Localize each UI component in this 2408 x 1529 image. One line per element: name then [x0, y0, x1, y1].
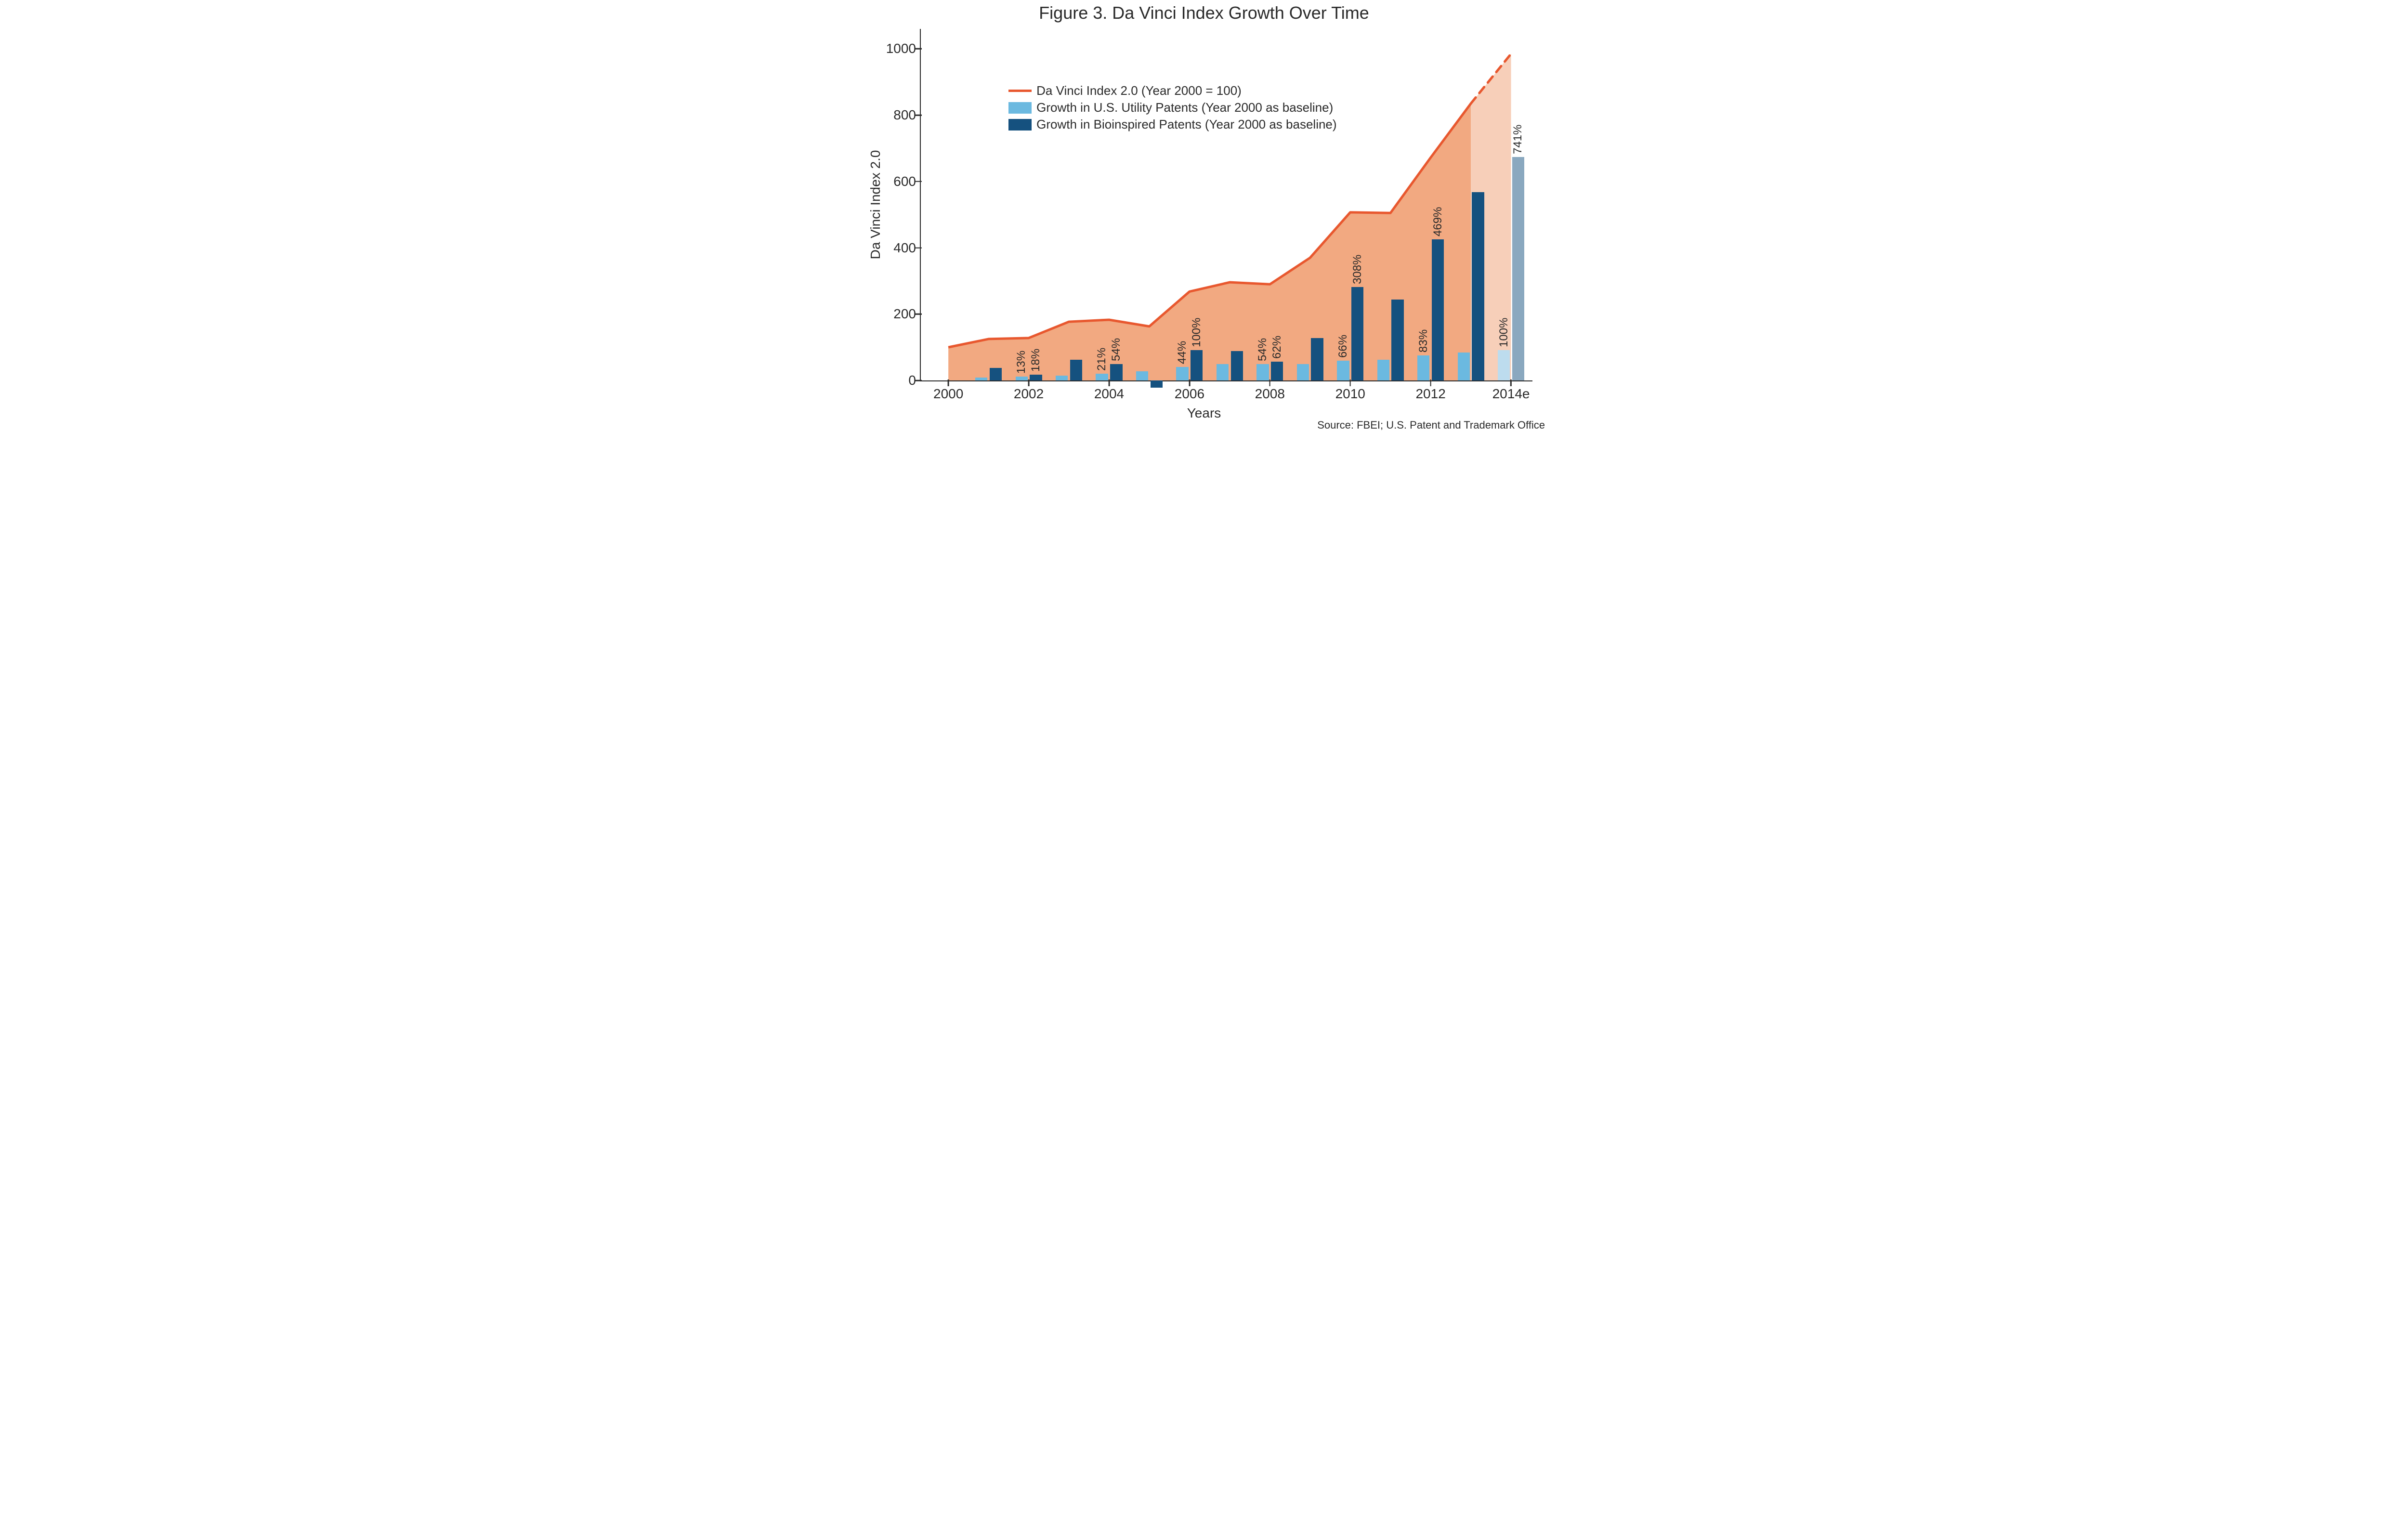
bar-value-label: 62%: [1270, 336, 1284, 359]
legend: Da Vinci Index 2.0 (Year 2000 = 100) Grow…: [1008, 83, 1336, 134]
bar-bioinspired: [1472, 192, 1484, 380]
bar-value-label: 13%: [1015, 351, 1028, 374]
bar-utility: [1256, 364, 1269, 380]
bar-value-label: 469%: [1431, 207, 1445, 236]
y-tick-label: 600: [893, 174, 921, 189]
bar-bioinspired: [1110, 364, 1122, 380]
bar-utility: [1337, 361, 1349, 380]
bar-value-label: 83%: [1417, 329, 1430, 353]
bar-utility: [1458, 353, 1470, 380]
x-tick-label: 2000: [933, 380, 963, 402]
bar-utility: [1297, 364, 1309, 380]
bar-value-label: 21%: [1095, 348, 1109, 371]
y-tick-label: 400: [893, 240, 921, 256]
bar-bioinspired: [1311, 338, 1323, 380]
plot-area: 0200400600800100020002002200420062008201…: [920, 29, 1532, 381]
bar-bioinspired: [1231, 351, 1243, 380]
x-tick-label: 2004: [1094, 380, 1124, 402]
x-tick-label: 2006: [1175, 380, 1204, 402]
chart-title: Figure 3. Da Vinci Index Growth Over Tim…: [857, 3, 1551, 23]
bar-utility: [1217, 364, 1229, 380]
legend-item: Growth in U.S. Utility Patents (Year 200…: [1008, 100, 1336, 115]
bar-bioinspired: [1151, 380, 1163, 388]
x-tick-label: 2002: [1014, 380, 1044, 402]
legend-swatch: [1008, 90, 1032, 92]
legend-label: Growth in Bioinspired Patents (Year 2000…: [1036, 117, 1336, 132]
legend-swatch: [1008, 119, 1032, 131]
source-note: Source: FBEI; U.S. Patent and Trademark …: [1317, 419, 1545, 431]
x-tick-label: 2014e: [1492, 380, 1530, 402]
bar-value-label: 54%: [1256, 338, 1269, 361]
legend-label: Da Vinci Index 2.0 (Year 2000 = 100): [1036, 83, 1242, 98]
bar-utility: [1136, 371, 1148, 380]
bar-bioinspired: [1191, 350, 1203, 380]
bar-bioinspired: [1351, 287, 1363, 380]
legend-item: Da Vinci Index 2.0 (Year 2000 = 100): [1008, 83, 1336, 98]
bar-bioinspired: [1070, 360, 1082, 380]
bar-utility: [975, 378, 987, 380]
bar-utility: [1056, 376, 1068, 380]
bar-utility: [1096, 374, 1108, 380]
bar-bioinspired: [1030, 375, 1042, 380]
bar-utility: [1377, 360, 1389, 380]
y-axis-title: Da Vinci Index 2.0: [868, 150, 883, 260]
y-tick-label: 200: [893, 306, 921, 322]
bar-utility: [1176, 367, 1188, 380]
bar-value-label: 44%: [1176, 341, 1189, 364]
bar-utility: [1498, 350, 1510, 380]
legend-label: Growth in U.S. Utility Patents (Year 200…: [1036, 100, 1333, 115]
bar-value-label: 66%: [1336, 335, 1350, 358]
bar-value-label: 18%: [1029, 349, 1043, 372]
bar-bioinspired: [990, 368, 1002, 380]
bar-bioinspired: [1432, 239, 1444, 380]
bar-value-label: 54%: [1110, 338, 1123, 361]
bar-value-label: 741%: [1511, 124, 1525, 154]
legend-item: Growth in Bioinspired Patents (Year 2000…: [1008, 117, 1336, 132]
bar-utility: [1016, 377, 1028, 380]
y-tick-label: 1000: [886, 41, 921, 56]
y-tick-label: 800: [893, 107, 921, 123]
bar-value-label: 308%: [1351, 255, 1364, 284]
bar-value-label: 100%: [1190, 317, 1204, 347]
x-tick-label: 2012: [1415, 380, 1445, 402]
legend-swatch: [1008, 102, 1032, 114]
bar-bioinspired: [1391, 300, 1403, 380]
bar-bioinspired: [1512, 157, 1524, 380]
y-tick-label: 0: [908, 373, 921, 388]
chart-container: Figure 3. Da Vinci Index Growth Over Tim…: [857, 0, 1551, 433]
x-tick-label: 2008: [1255, 380, 1285, 402]
x-tick-label: 2010: [1335, 380, 1365, 402]
bar-value-label: 100%: [1497, 317, 1511, 347]
bar-bioinspired: [1271, 362, 1283, 380]
bar-utility: [1417, 355, 1429, 380]
